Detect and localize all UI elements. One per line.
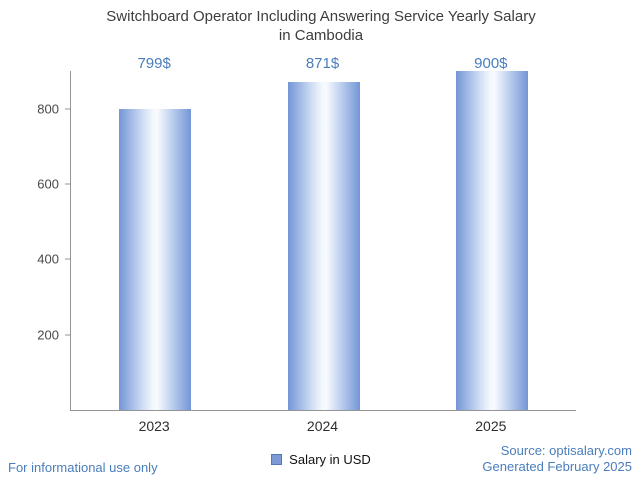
bar-2025: [455, 71, 528, 410]
x-axis-labels-row: 2023 2024 2025: [70, 418, 575, 436]
source-block: Source: optisalary.com Generated Februar…: [482, 443, 632, 475]
bar-value-label: 900$: [474, 55, 508, 72]
bar-value-label: 871$: [305, 55, 340, 72]
y-tick-mark: [65, 108, 71, 110]
x-axis-category-label: 2025: [475, 418, 507, 434]
generated-date: Generated February 2025: [482, 459, 632, 474]
source-link[interactable]: Source: optisalary.com: [500, 443, 632, 458]
y-tick-mark: [65, 183, 71, 185]
plot-area: 200 400 600 800: [37, 71, 576, 411]
chart-title-line-1: Switchboard Operator Including Answering…: [106, 8, 536, 25]
chart-title-line-2: in Cambodia: [278, 27, 364, 44]
y-tick-mark: [65, 258, 71, 260]
chart-legend: Salary in USD: [0, 452, 642, 467]
x-axis-category-label: 2023: [138, 418, 170, 434]
legend-label: Salary in USD: [289, 452, 371, 467]
bar-2024: [287, 81, 360, 410]
bar-2023: [119, 109, 192, 410]
y-tick-label: 600: [37, 176, 59, 192]
bar-value-label: 799$: [137, 55, 171, 72]
y-tick-label: 800: [37, 101, 59, 117]
x-axis-category-label: 2024: [306, 418, 339, 434]
y-tick-label: 200: [37, 327, 59, 343]
y-tick-mark: [65, 334, 71, 336]
chart-title: Switchboard Operator Including Answering…: [0, 7, 642, 45]
legend-swatch-icon: [271, 454, 283, 465]
y-tick-label: 400: [37, 251, 59, 267]
bar-value-labels-row: 799$ 871$ 900$: [70, 55, 575, 75]
disclaimer-text: For informational use only: [8, 460, 158, 475]
